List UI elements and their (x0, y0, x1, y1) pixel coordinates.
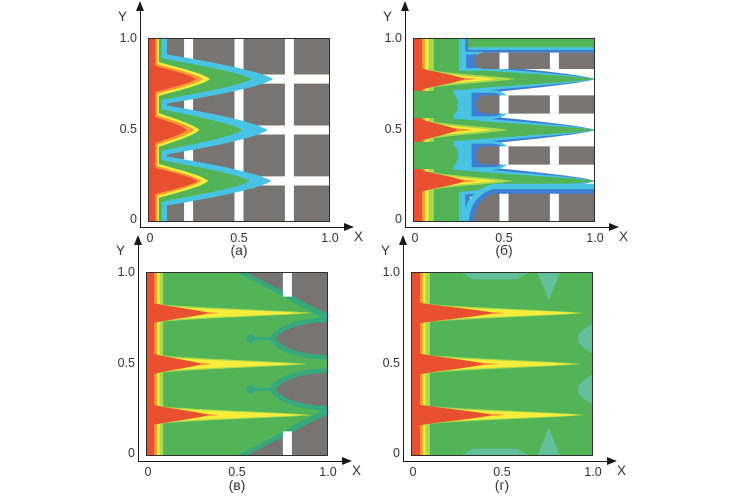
x-tick-0-5: 0.5 (228, 465, 246, 479)
panel-d: Y 1.0 0.5 0 0 0.5 1.0 X (г) (368, 235, 638, 500)
y-axis-line (402, 244, 405, 461)
x-tick-0-5: 0.5 (493, 465, 511, 479)
x-tick-1-0: 1.0 (586, 231, 604, 245)
y-tick-0: 0 (395, 212, 402, 226)
x-tick-1-0: 1.0 (321, 231, 339, 245)
x-tick-0: 0 (146, 231, 154, 245)
y-axis-label: Y (116, 243, 126, 258)
x-tick-1-0: 1.0 (584, 465, 602, 479)
y-axis-label: Y (118, 9, 128, 24)
plot-area-b (413, 38, 595, 222)
x-tick-1-0: 1.0 (319, 465, 337, 479)
x-tick-0: 0 (411, 231, 419, 245)
panel-caption-a: (а) (230, 242, 248, 258)
contour-plot-d (412, 273, 592, 455)
y-tick-0-5: 0.5 (384, 121, 402, 136)
y-tick-0-5: 0.5 (382, 355, 400, 370)
x-axis-label: X (352, 463, 362, 478)
y-axis-line (139, 10, 142, 228)
y-tick-0-5: 0.5 (119, 121, 137, 136)
x-axis-label: X (617, 463, 627, 478)
x-tick-0-5: 0.5 (230, 231, 248, 245)
x-axis-line (402, 460, 609, 463)
y-axis-line (404, 10, 407, 228)
x-tick-0: 0 (409, 465, 417, 479)
y-axis-label: Y (383, 9, 393, 24)
x-tick-0: 0 (144, 465, 152, 479)
x-axis-line (139, 226, 346, 229)
x-axis-arrowhead-icon (342, 457, 352, 466)
panel-c: Y 1.0 0.5 0 0 0.5 1.0 X (в) (103, 235, 373, 500)
x-axis-line (404, 226, 611, 229)
x-axis-arrowhead-icon (344, 223, 354, 232)
x-axis-arrowhead-icon (609, 223, 619, 232)
panel-caption-d: (г) (494, 477, 510, 493)
panel-a: Y 1.0 0.5 0 0 0.5 1.0 X (а) (105, 0, 375, 258)
panel-b: Y 1.0 0.5 0 0 0.5 1.0 X (б) (370, 0, 640, 258)
y-axis-arrowhead-icon (398, 235, 407, 245)
y-axis-arrowhead-icon (133, 235, 142, 245)
y-tick-0: 0 (130, 212, 137, 226)
panel-caption-c: (в) (228, 477, 246, 493)
x-axis-label: X (619, 229, 629, 244)
x-axis-line (137, 460, 344, 463)
x-axis-arrowhead-icon (607, 457, 617, 466)
plot-area-d (411, 272, 593, 456)
plot-area-a (148, 38, 330, 222)
contour-plot-b (414, 39, 594, 221)
plot-area-c (146, 272, 328, 456)
contour-plot-c (147, 273, 327, 455)
y-axis-label: Y (381, 243, 391, 258)
y-tick-1-0: 1.0 (117, 265, 135, 279)
x-axis-label: X (354, 229, 364, 244)
y-tick-0: 0 (128, 446, 135, 460)
y-axis-arrowhead-icon (400, 1, 409, 11)
panel-caption-b: (б) (495, 242, 513, 258)
y-axis-line (137, 244, 140, 461)
y-tick-1-0: 1.0 (384, 31, 402, 45)
y-tick-0: 0 (393, 446, 400, 460)
y-axis-arrowhead-icon (135, 1, 144, 11)
contour-plot-a (149, 39, 329, 221)
y-tick-1-0: 1.0 (119, 31, 137, 45)
y-tick-0-5: 0.5 (117, 355, 135, 370)
y-tick-1-0: 1.0 (382, 265, 400, 279)
x-tick-0-5: 0.5 (495, 231, 513, 245)
